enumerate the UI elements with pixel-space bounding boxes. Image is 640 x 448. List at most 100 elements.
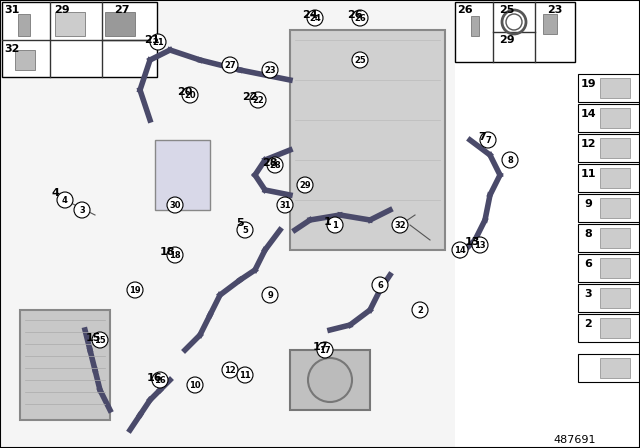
Text: 27: 27	[115, 5, 130, 15]
Text: 11: 11	[580, 169, 596, 179]
Bar	[578, 194, 640, 222]
Bar	[578, 134, 640, 162]
Text: 21: 21	[144, 35, 160, 45]
Text: 29: 29	[299, 181, 311, 190]
Text: 26: 26	[354, 13, 366, 22]
Circle shape	[327, 217, 343, 233]
Circle shape	[308, 358, 352, 402]
Text: 12: 12	[580, 139, 596, 149]
Circle shape	[150, 34, 166, 50]
Text: 2: 2	[584, 319, 592, 329]
Bar	[578, 284, 640, 312]
Bar	[578, 354, 640, 382]
Text: 18: 18	[169, 250, 181, 259]
Text: 30: 30	[169, 201, 180, 210]
Text: 17: 17	[312, 342, 328, 352]
Bar	[578, 224, 640, 252]
Text: 13: 13	[474, 241, 486, 250]
Circle shape	[74, 202, 90, 218]
Text: 26: 26	[457, 5, 473, 15]
Circle shape	[222, 362, 238, 378]
Text: 6: 6	[377, 280, 383, 289]
Text: 17: 17	[319, 345, 331, 354]
Bar	[600, 168, 630, 188]
Text: 7: 7	[478, 132, 486, 142]
Bar	[471, 16, 479, 36]
Text: 13: 13	[464, 237, 480, 247]
Circle shape	[392, 217, 408, 233]
Circle shape	[127, 282, 143, 298]
Bar	[578, 74, 640, 102]
Bar	[18, 14, 30, 36]
Circle shape	[152, 372, 168, 388]
Text: 24: 24	[302, 10, 318, 20]
Text: 23: 23	[547, 5, 563, 15]
Text: 29: 29	[54, 5, 70, 15]
Text: 20: 20	[177, 87, 193, 97]
Text: 16: 16	[147, 373, 163, 383]
Text: 3: 3	[584, 289, 592, 299]
Bar	[290, 30, 445, 250]
Text: 6: 6	[584, 259, 592, 269]
Text: 3: 3	[79, 206, 85, 215]
Circle shape	[472, 237, 488, 253]
Bar	[600, 318, 630, 338]
Text: 4: 4	[62, 195, 68, 204]
Text: 9: 9	[584, 199, 592, 209]
Bar	[600, 78, 630, 98]
Bar	[600, 138, 630, 158]
Text: 25: 25	[354, 56, 366, 65]
Text: 31: 31	[4, 5, 20, 15]
Text: 487691: 487691	[554, 435, 596, 445]
Circle shape	[187, 377, 203, 393]
Text: 22: 22	[252, 95, 264, 104]
Text: 21: 21	[152, 38, 164, 47]
Circle shape	[167, 247, 183, 263]
Text: 9: 9	[267, 290, 273, 300]
Circle shape	[480, 132, 496, 148]
Bar	[105, 12, 135, 36]
Circle shape	[92, 332, 108, 348]
Text: 10: 10	[189, 380, 201, 389]
Bar	[600, 228, 630, 248]
Text: 29: 29	[499, 35, 515, 45]
Text: 31: 31	[279, 201, 291, 210]
Circle shape	[222, 57, 238, 73]
Text: 32: 32	[4, 44, 20, 54]
Bar	[600, 198, 630, 218]
Bar	[290, 350, 370, 410]
Bar	[600, 358, 630, 378]
Text: 1: 1	[332, 220, 338, 229]
Circle shape	[250, 92, 266, 108]
Circle shape	[506, 14, 522, 30]
Text: 26: 26	[347, 10, 363, 20]
Bar	[20, 310, 110, 420]
Text: 20: 20	[184, 90, 196, 99]
Circle shape	[57, 192, 73, 208]
Circle shape	[262, 287, 278, 303]
Text: 19: 19	[580, 79, 596, 89]
Circle shape	[412, 302, 428, 318]
Circle shape	[307, 10, 323, 26]
Circle shape	[277, 197, 293, 213]
Text: 19: 19	[129, 285, 141, 294]
Circle shape	[352, 10, 368, 26]
Bar	[600, 258, 630, 278]
Circle shape	[267, 157, 283, 173]
Text: 5: 5	[242, 225, 248, 234]
Text: 12: 12	[224, 366, 236, 375]
Text: 5: 5	[236, 218, 244, 228]
Bar	[155, 140, 210, 210]
Text: 15: 15	[85, 333, 100, 343]
Bar	[2, 2, 157, 77]
Text: 8: 8	[584, 229, 592, 239]
Text: 2: 2	[417, 306, 423, 314]
Text: 27: 27	[224, 60, 236, 69]
Circle shape	[167, 197, 183, 213]
Text: 8: 8	[507, 155, 513, 164]
Bar	[600, 108, 630, 128]
Bar	[578, 104, 640, 132]
Bar	[455, 2, 575, 62]
Circle shape	[372, 277, 388, 293]
Circle shape	[297, 177, 313, 193]
